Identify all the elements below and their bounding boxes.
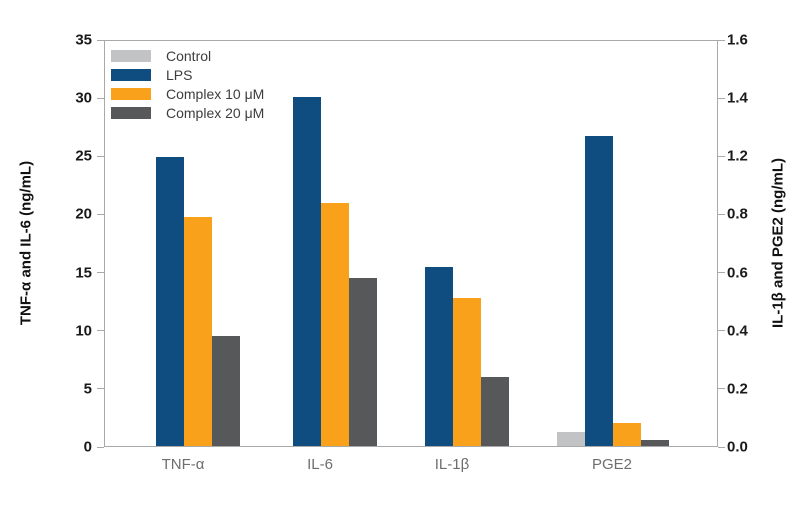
category-label-pge2: PGE2 — [591, 456, 633, 473]
right-axis-tick-label-0-8: 0.8 — [727, 205, 748, 223]
legend-label-complex-20-m: Complex 20 μM — [166, 104, 265, 121]
left-axis-title: TNF-α and IL-6 (ng/mL) — [17, 160, 35, 326]
left-axis-tick-mark — [97, 446, 104, 448]
right-axis-tick-label-1-6: 1.6 — [727, 31, 748, 49]
left-axis-tick-label-20: 20 — [75, 205, 92, 223]
right-axis-tick-mark — [718, 155, 725, 157]
left-axis-tick-label-25: 25 — [75, 147, 92, 165]
bar-il-6-complex-20-m — [349, 278, 377, 446]
left-axis-tick-mark — [97, 330, 104, 332]
left-axis-tick-label-30: 30 — [75, 89, 92, 107]
bar-il-1-complex-20-m — [481, 377, 509, 446]
bar-tnf-complex-10-m — [184, 217, 212, 446]
legend-label-complex-10-m: Complex 10 μM — [166, 85, 265, 102]
left-axis-tick-mark — [97, 155, 104, 157]
left-axis-tick-label-35: 35 — [75, 31, 92, 49]
bar-pge2-lps — [585, 136, 613, 446]
left-axis-tick-label-0: 0 — [83, 438, 92, 456]
right-axis-tick-mark — [718, 39, 725, 41]
right-axis-tick-label-1-2: 1.2 — [727, 147, 748, 165]
plot-area — [104, 40, 718, 447]
bar-il-6-lps — [293, 97, 321, 446]
right-axis-tick-label-0-2: 0.2 — [727, 380, 748, 398]
legend-label-control: Control — [166, 47, 212, 64]
left-axis-tick-label-5: 5 — [83, 380, 92, 398]
bar-pge2-control — [557, 432, 585, 446]
right-axis-tick-label-0-0: 0.0 — [727, 438, 748, 456]
legend-swatch-complex-20-m — [111, 106, 151, 119]
left-axis-tick-label-15: 15 — [75, 264, 92, 282]
bar-tnf-lps — [156, 157, 184, 446]
left-axis-tick-mark — [97, 97, 104, 99]
right-axis-tick-label-0-4: 0.4 — [727, 322, 748, 340]
legend-item-complex-20-m: Complex 20 μM — [111, 103, 264, 122]
right-axis-tick-label-0-6: 0.6 — [727, 264, 748, 282]
right-axis-tick-mark — [718, 272, 725, 274]
right-axis-tick-label-1-4: 1.4 — [727, 89, 748, 107]
chart-legend: Control LPS Complex 10 μM Complex 20 μM — [111, 46, 264, 122]
bar-il-1-complex-10-m — [453, 298, 481, 446]
legend-item-lps: LPS — [111, 65, 264, 84]
left-axis-tick-mark — [97, 388, 104, 390]
legend-swatch-complex-10-m — [111, 87, 151, 100]
bar-il-1-lps — [425, 267, 453, 446]
category-label-tnf: TNF-α — [161, 456, 205, 473]
legend-label-lps: LPS — [166, 66, 193, 83]
bar-pge2-complex-20-m — [641, 440, 669, 446]
right-axis-tick-mark — [718, 330, 725, 332]
right-axis-tick-mark — [718, 97, 725, 99]
legend-swatch-control — [111, 49, 151, 62]
right-axis-tick-mark — [718, 446, 725, 448]
category-label-il-6: IL-6 — [307, 456, 333, 473]
right-axis-tick-mark — [718, 388, 725, 390]
left-axis-tick-mark — [97, 272, 104, 274]
legend-item-control: Control — [111, 46, 264, 65]
left-axis-tick-mark — [97, 213, 104, 215]
legend-item-complex-10-m: Complex 10 μM — [111, 84, 264, 103]
bar-pge2-complex-10-m — [613, 423, 641, 446]
bar-tnf-complex-20-m — [212, 336, 240, 446]
left-axis-tick-mark — [97, 39, 104, 41]
legend-swatch-lps — [111, 68, 151, 81]
left-axis-tick-label-10: 10 — [75, 322, 92, 340]
bar-il-6-complex-10-m — [321, 203, 349, 446]
category-label-il-1: IL-1β — [434, 456, 470, 473]
right-axis-title: IL-1β and PGE2 (ng/mL) — [769, 158, 787, 328]
right-axis-tick-mark — [718, 213, 725, 215]
